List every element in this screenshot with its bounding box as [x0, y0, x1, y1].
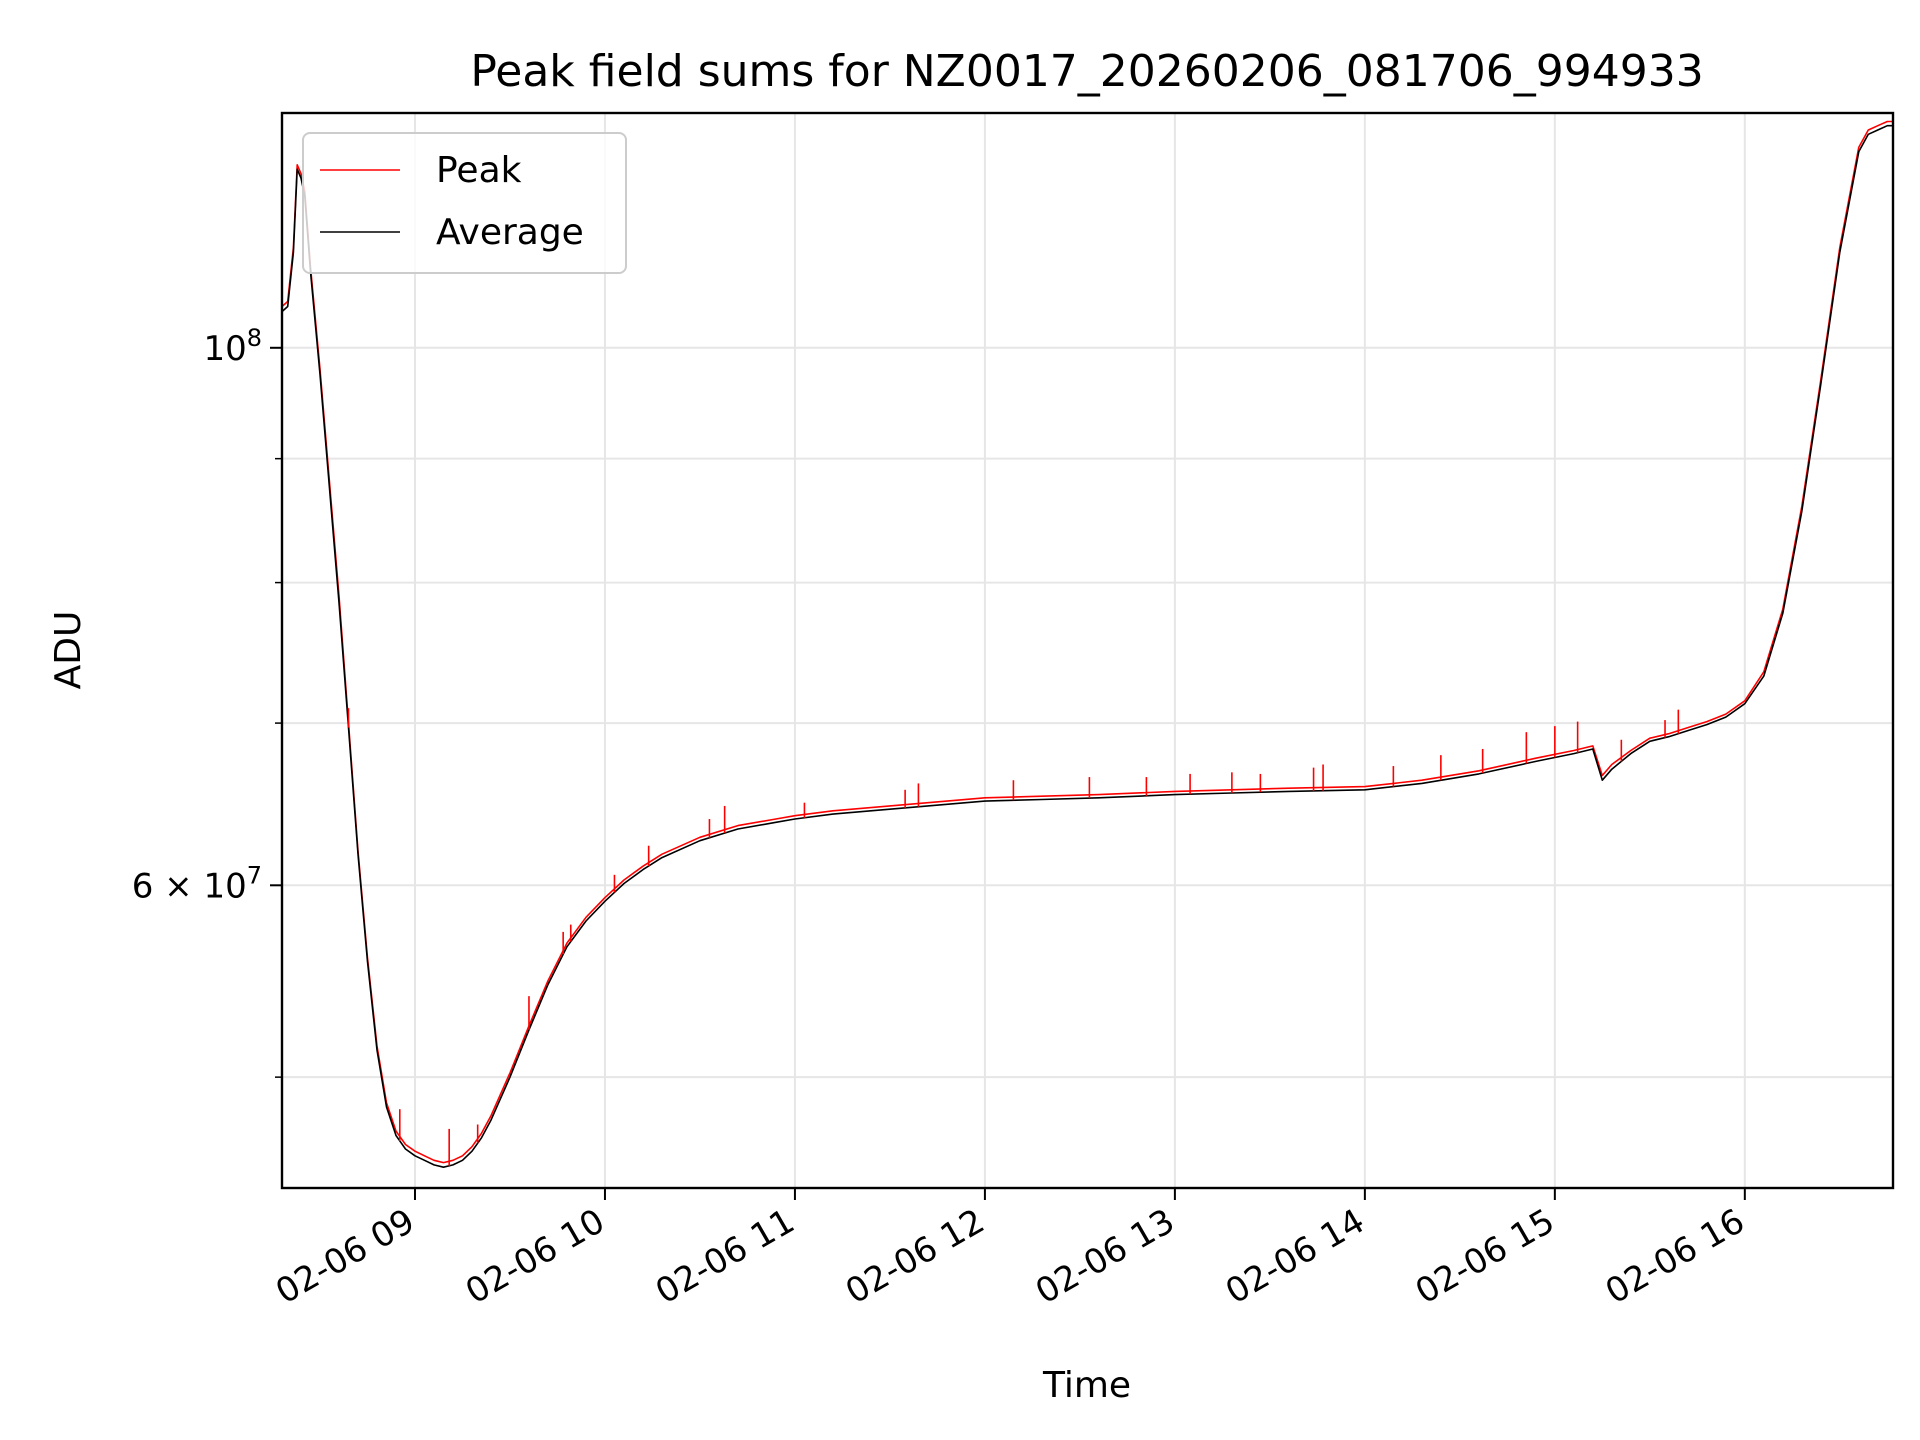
x-tick-label: 02-06 13	[1029, 1201, 1181, 1312]
legend-peak-label: Peak	[436, 150, 522, 191]
x-tick-label: 02-06 09	[269, 1201, 421, 1312]
series-line-peak	[281, 120, 1893, 1164]
x-tick-label: 02-06 12	[839, 1201, 991, 1312]
legend: Peak Average	[302, 132, 627, 274]
x-tick-label: 02-06 15	[1409, 1201, 1561, 1312]
y-tick-label: 6 × 107	[132, 861, 262, 906]
x-axis-label: Time	[1042, 1365, 1131, 1406]
legend-box	[302, 132, 627, 274]
y-tick-label: 108	[203, 324, 262, 369]
legend-average-label: Average	[436, 212, 584, 253]
y-axis: 108 6 × 107	[132, 324, 282, 1078]
plot-frame	[280, 111, 1895, 1190]
y-axis-label: ADU	[48, 611, 89, 690]
series-layer	[281, 120, 1893, 1168]
series-line-average	[281, 124, 1893, 1168]
x-tick-label: 02-06 14	[1219, 1201, 1371, 1312]
x-axis: 02-06 09 02-06 10 02-06 11 02-06 12 02-06 13…	[269, 1188, 1751, 1312]
chart-title: Peak field sums for NZ0017_20260206_0817…	[470, 46, 1703, 97]
grid	[282, 113, 1893, 1188]
x-tick-label: 02-06 10	[459, 1201, 611, 1312]
x-tick-label: 02-06 11	[649, 1201, 801, 1312]
x-tick-label: 02-06 16	[1599, 1201, 1751, 1312]
